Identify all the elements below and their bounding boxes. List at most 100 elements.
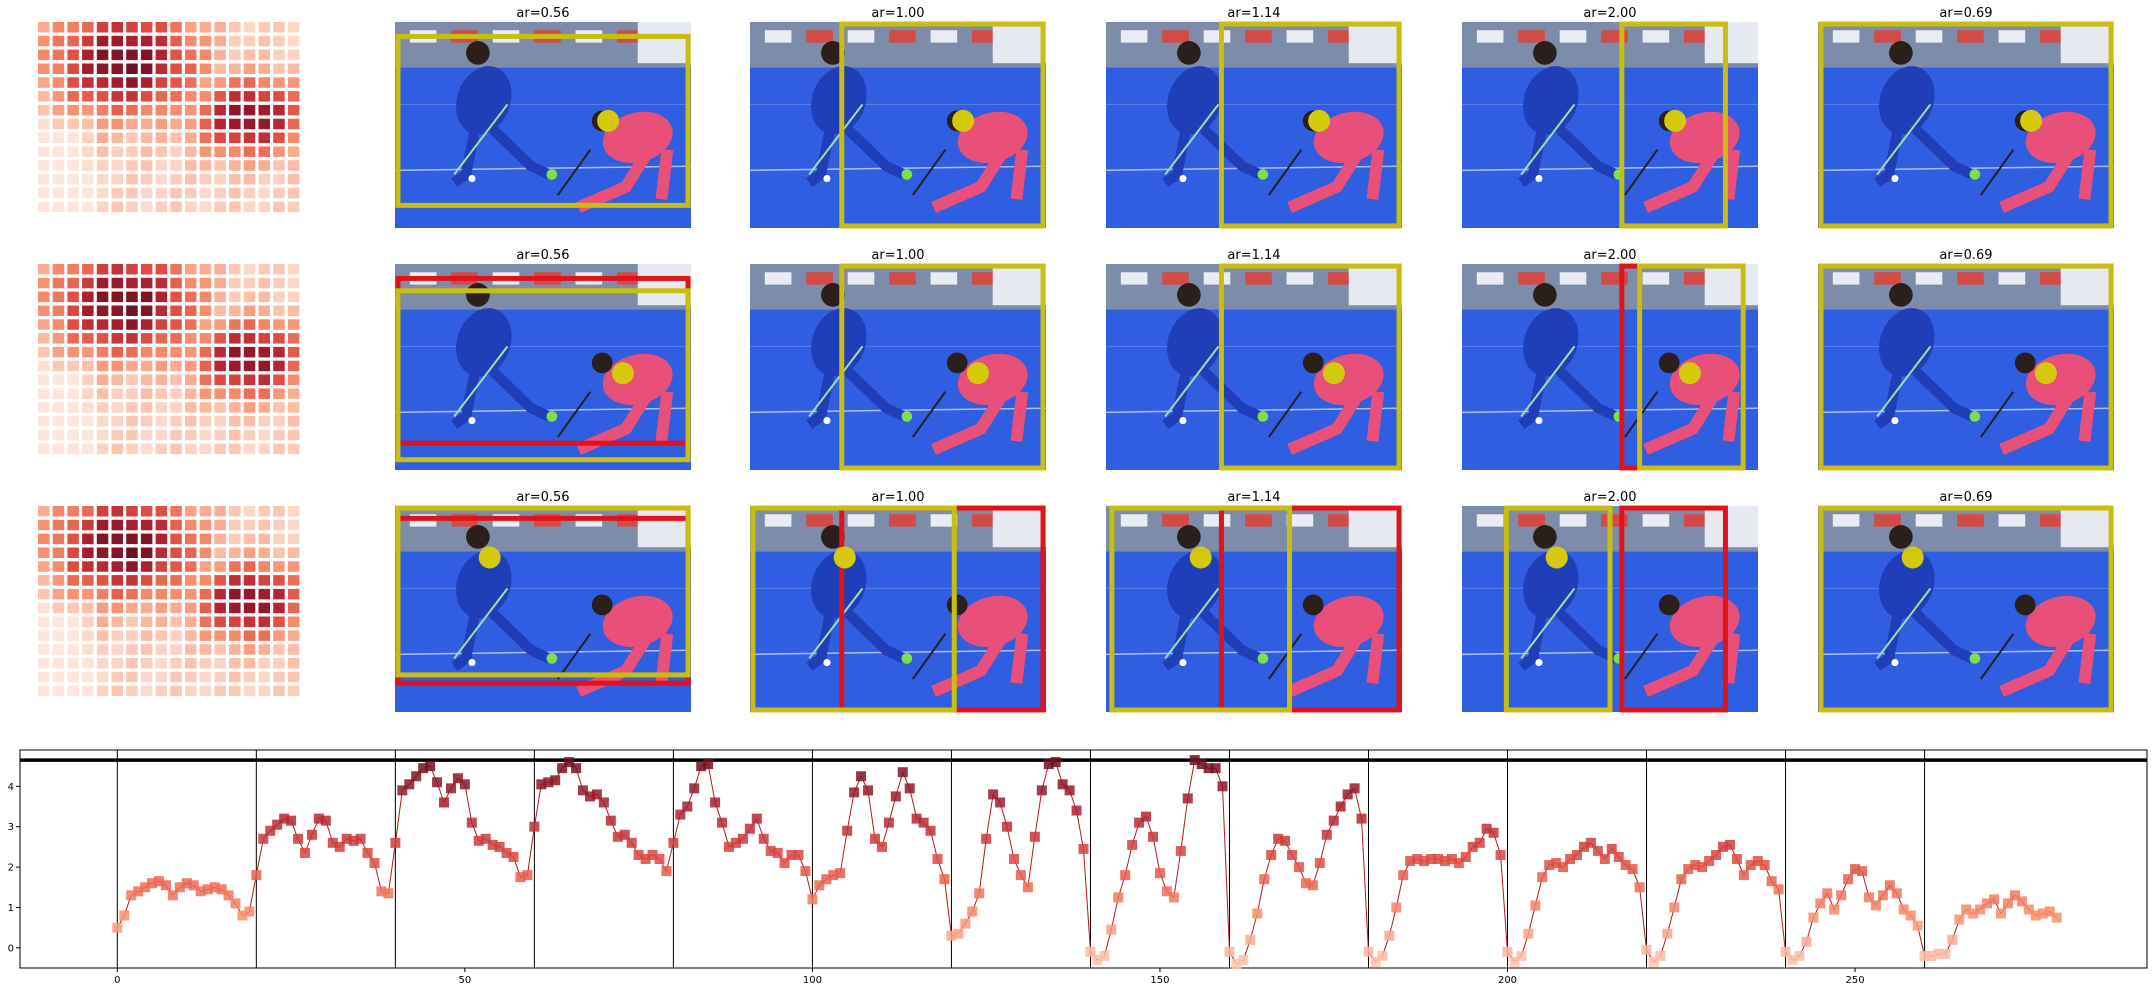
ball (823, 417, 831, 425)
data-point (1815, 898, 1826, 909)
heatmap-cell (140, 519, 153, 531)
data-point (536, 779, 547, 790)
player-blue-head (1177, 525, 1201, 549)
ball (823, 659, 831, 667)
canopy (764, 514, 792, 527)
data-point (1954, 914, 1965, 925)
heatmap-cell (52, 77, 65, 88)
heatmap-cell (140, 146, 153, 157)
data-point (306, 829, 317, 840)
heatmap-cell (214, 443, 226, 455)
heatmap-cell (229, 63, 241, 74)
heatmap-cell (229, 146, 241, 157)
heatmap-cell (229, 561, 241, 572)
heatmap-cell (199, 416, 212, 427)
player-pink-head (1658, 352, 1680, 374)
heatmap-cell (185, 443, 197, 455)
heatmap-cell (229, 630, 241, 641)
heatmap-cell (258, 443, 270, 455)
heatmap-cell (67, 63, 79, 74)
crop-box-yellow (1619, 21, 1728, 229)
crop-box-yellow (1818, 505, 2114, 713)
heatmap-cell (67, 132, 79, 143)
heatmap-cell (111, 160, 123, 171)
heatmap-cell (96, 685, 109, 697)
data-point (1780, 946, 1791, 957)
hockey-stick (1267, 633, 1303, 680)
heatmap-cell (96, 402, 109, 413)
heatmap-cell (243, 388, 256, 399)
heatmap-cell (273, 402, 285, 413)
crop-box-yellow (839, 21, 1046, 229)
heatmap-cell (96, 174, 109, 185)
data-point (1029, 831, 1040, 842)
heatmap-cell (67, 360, 79, 372)
data-point (1717, 841, 1728, 852)
data-point (1460, 851, 1471, 862)
heatmap-cell (273, 264, 285, 275)
heatmap-cell (185, 118, 197, 130)
canopy (1328, 514, 1355, 527)
ball (823, 175, 831, 183)
heatmap-cell (82, 388, 94, 399)
canopy (1120, 30, 1148, 43)
heatmap-cell (214, 671, 226, 683)
heatmap-cell (111, 374, 123, 385)
player-pink-leg (2078, 633, 2097, 684)
heatmap-cell (214, 519, 226, 531)
heatmap-cell (243, 429, 256, 441)
player-pink-head (1658, 594, 1680, 616)
heatmap-cell (273, 160, 285, 171)
heatmap-cell (273, 547, 285, 558)
heatmap-3 (38, 506, 300, 697)
heatmap-cell (214, 305, 226, 316)
heatmap-cell (67, 602, 79, 614)
heatmap-cell (243, 77, 256, 88)
data-point (1975, 904, 1986, 915)
heatmap-cell (287, 174, 300, 185)
heatmap-cell (52, 533, 65, 545)
heatmap-cell (229, 91, 241, 102)
data-point (883, 817, 894, 828)
data-point (598, 797, 609, 808)
heatmap-cell (229, 602, 241, 614)
canopy (1832, 30, 1860, 43)
data-point (1168, 892, 1179, 903)
saliency-dot (478, 546, 501, 569)
saliency-dot (2020, 109, 2043, 132)
heatmap-cell (155, 118, 168, 130)
heatmap-cell (243, 644, 256, 655)
canopy (1245, 514, 1272, 527)
tent (2060, 22, 2114, 64)
data-point (2002, 898, 2013, 909)
player-pink-leg (1643, 150, 1719, 213)
heatmap-cell (82, 305, 94, 316)
heatmap-cell (140, 333, 153, 344)
data-point (1106, 924, 1117, 935)
canopy (2040, 514, 2067, 527)
player-blue-head (1889, 283, 1913, 307)
heatmap-cell (67, 533, 79, 545)
heatmap-cell (52, 104, 65, 116)
heatmap-cell (273, 346, 285, 358)
heatmap-cell (229, 388, 241, 399)
heatmap-cell (111, 201, 123, 213)
heatmap-cell (82, 187, 94, 199)
data-point (605, 815, 616, 826)
canopy (1684, 272, 1711, 285)
panel-title: ar=1.00 (871, 248, 924, 263)
panel-title: ar=1.14 (1227, 248, 1280, 263)
data-point (1113, 892, 1124, 903)
canopy (1286, 30, 1314, 43)
data-point (1822, 888, 1833, 899)
player-blue-leg (806, 128, 836, 187)
heatmap-cell (273, 416, 285, 427)
data-point (807, 894, 818, 905)
data-point (1224, 946, 1235, 957)
data-point (1905, 910, 1916, 921)
heatmap-cell (126, 644, 138, 655)
data-point (1961, 904, 1972, 915)
player-pink-leg (1010, 633, 1029, 684)
player-pink-leg (655, 391, 674, 442)
heatmap-cell (287, 602, 300, 614)
